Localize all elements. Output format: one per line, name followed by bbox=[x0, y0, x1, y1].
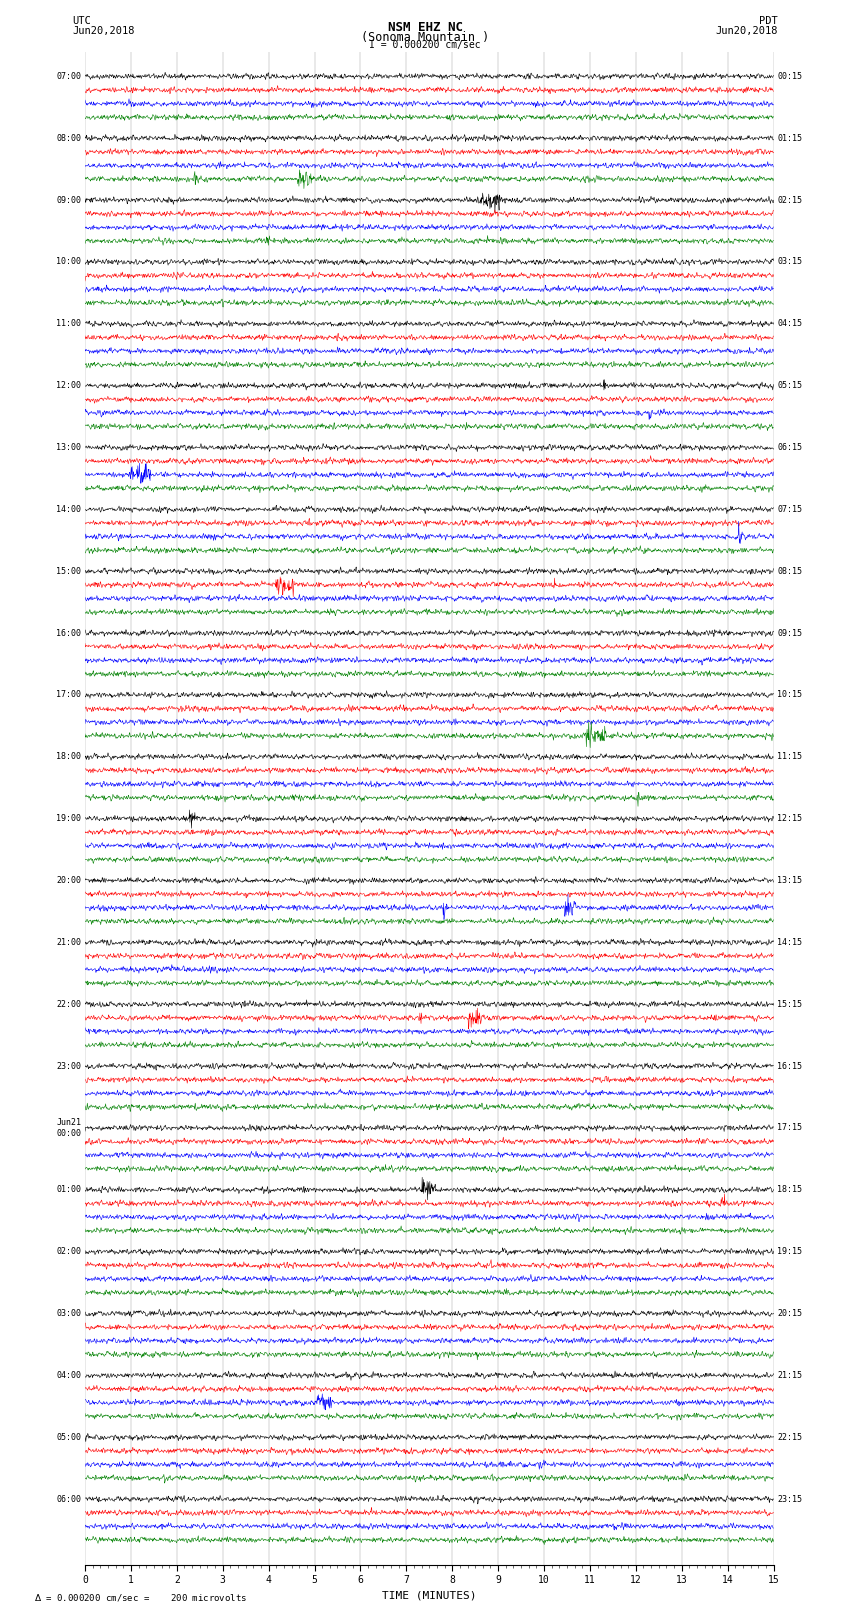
Text: 01:15: 01:15 bbox=[777, 134, 802, 142]
Text: UTC: UTC bbox=[72, 16, 91, 26]
Text: 15:00: 15:00 bbox=[56, 566, 82, 576]
Text: 12:00: 12:00 bbox=[56, 381, 82, 390]
Text: Jun20,2018: Jun20,2018 bbox=[715, 26, 778, 35]
Text: 13:00: 13:00 bbox=[56, 444, 82, 452]
Text: 03:00: 03:00 bbox=[56, 1310, 82, 1318]
Text: 09:00: 09:00 bbox=[56, 195, 82, 205]
Text: 17:15: 17:15 bbox=[777, 1123, 802, 1132]
Text: 23:00: 23:00 bbox=[56, 1061, 82, 1071]
Text: PDT: PDT bbox=[759, 16, 778, 26]
Text: 20:00: 20:00 bbox=[56, 876, 82, 886]
Text: 16:00: 16:00 bbox=[56, 629, 82, 637]
Text: 06:00: 06:00 bbox=[56, 1495, 82, 1503]
Text: Jun20,2018: Jun20,2018 bbox=[72, 26, 135, 35]
Text: 02:15: 02:15 bbox=[777, 195, 802, 205]
Text: 20:15: 20:15 bbox=[777, 1310, 802, 1318]
Text: Jun21
00:00: Jun21 00:00 bbox=[56, 1118, 82, 1137]
Text: 04:15: 04:15 bbox=[777, 319, 802, 329]
Text: 10:15: 10:15 bbox=[777, 690, 802, 700]
Text: 14:15: 14:15 bbox=[777, 937, 802, 947]
Text: 18:00: 18:00 bbox=[56, 752, 82, 761]
Text: 11:00: 11:00 bbox=[56, 319, 82, 329]
Text: 14:00: 14:00 bbox=[56, 505, 82, 515]
Text: 02:00: 02:00 bbox=[56, 1247, 82, 1257]
Text: 22:15: 22:15 bbox=[777, 1432, 802, 1442]
Text: 07:15: 07:15 bbox=[777, 505, 802, 515]
Text: 21:15: 21:15 bbox=[777, 1371, 802, 1379]
Text: NSM EHZ NC: NSM EHZ NC bbox=[388, 21, 462, 34]
Text: 08:00: 08:00 bbox=[56, 134, 82, 142]
Text: 19:15: 19:15 bbox=[777, 1247, 802, 1257]
Text: 03:15: 03:15 bbox=[777, 258, 802, 266]
Text: 04:00: 04:00 bbox=[56, 1371, 82, 1379]
Text: 16:15: 16:15 bbox=[777, 1061, 802, 1071]
Text: 06:15: 06:15 bbox=[777, 444, 802, 452]
Text: 08:15: 08:15 bbox=[777, 566, 802, 576]
Text: 18:15: 18:15 bbox=[777, 1186, 802, 1194]
Text: 12:15: 12:15 bbox=[777, 815, 802, 823]
Text: 23:15: 23:15 bbox=[777, 1495, 802, 1503]
Text: 22:00: 22:00 bbox=[56, 1000, 82, 1008]
Text: 15:15: 15:15 bbox=[777, 1000, 802, 1008]
Text: 17:00: 17:00 bbox=[56, 690, 82, 700]
Text: 05:15: 05:15 bbox=[777, 381, 802, 390]
Text: 21:00: 21:00 bbox=[56, 937, 82, 947]
Text: 19:00: 19:00 bbox=[56, 815, 82, 823]
Text: 13:15: 13:15 bbox=[777, 876, 802, 886]
Text: 09:15: 09:15 bbox=[777, 629, 802, 637]
Text: 10:00: 10:00 bbox=[56, 258, 82, 266]
Text: 11:15: 11:15 bbox=[777, 752, 802, 761]
X-axis label: TIME (MINUTES): TIME (MINUTES) bbox=[382, 1590, 477, 1600]
Text: (Sonoma Mountain ): (Sonoma Mountain ) bbox=[361, 31, 489, 44]
Text: 05:00: 05:00 bbox=[56, 1432, 82, 1442]
Text: 07:00: 07:00 bbox=[56, 73, 82, 81]
Text: 01:00: 01:00 bbox=[56, 1186, 82, 1194]
Text: $\Delta$ = 0.000200 cm/sec =    200 microvolts: $\Delta$ = 0.000200 cm/sec = 200 microvo… bbox=[34, 1592, 247, 1603]
Text: 00:15: 00:15 bbox=[777, 73, 802, 81]
Text: I = 0.000200 cm/sec: I = 0.000200 cm/sec bbox=[369, 40, 481, 50]
